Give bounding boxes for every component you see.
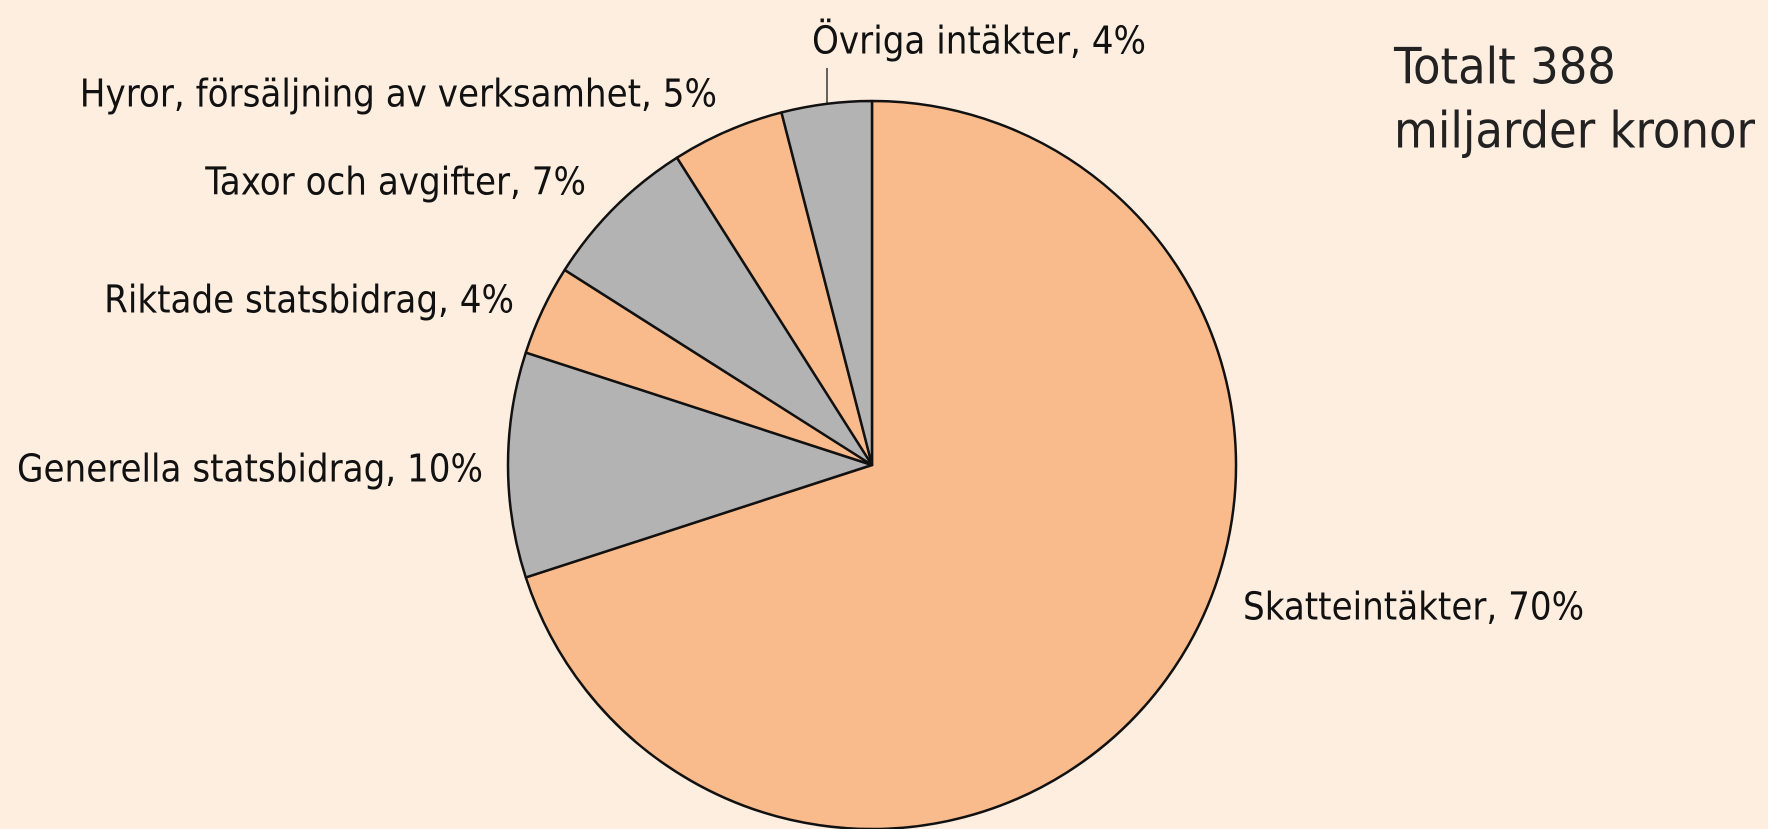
total-annotation: miljarder kronor	[1394, 102, 1755, 160]
pie-slice	[524, 99, 1238, 829]
pie-slice	[780, 99, 874, 467]
slice-label: Generella statsbidrag, 10%	[17, 447, 483, 491]
slice-label: Hyror, försäljning av verksamhet, 5%	[80, 72, 717, 116]
pie-slice	[506, 351, 874, 579]
slice-label: Övriga intäkter, 4%	[812, 19, 1146, 63]
pie-slice	[563, 156, 874, 467]
slice-label: Taxor och avgifter, 7%	[204, 160, 586, 204]
slice-label: Skatteintäkter, 70%	[1243, 585, 1584, 629]
slice-label: Riktade statsbidrag, 4%	[104, 278, 514, 322]
total-annotation: Totalt 388	[1393, 38, 1616, 96]
